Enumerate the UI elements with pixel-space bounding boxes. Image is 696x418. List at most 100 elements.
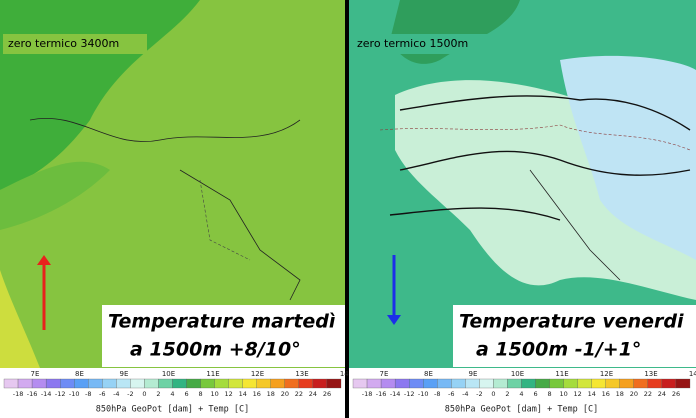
- caption-box: [453, 305, 696, 367]
- colorbar-cell: [326, 378, 342, 389]
- colorbar-tick: 6: [533, 390, 537, 398]
- colorbar-cell: [214, 378, 229, 389]
- colorbar-cell: [380, 378, 396, 389]
- caption: Temperature venerdi: [459, 311, 684, 333]
- colorbar-cell: [661, 378, 677, 389]
- colorbar-cell: [256, 378, 271, 389]
- colorbar-tick: 2: [156, 390, 160, 398]
- longitude-label: 9E: [120, 370, 129, 378]
- colorbar-cell: [465, 378, 480, 389]
- colorbar-cell: [633, 378, 649, 389]
- longitude-label: 14E: [340, 370, 353, 378]
- longitude-label: 8E: [424, 370, 433, 378]
- colorbar-tick: -16: [27, 390, 38, 398]
- colorbar-cell: [144, 378, 159, 389]
- colorbar-tick: 8: [199, 390, 203, 398]
- colorbar-tick: -4: [462, 390, 468, 398]
- panel-label: zero termico 1500m: [357, 37, 468, 50]
- colorbar-tick: 18: [267, 390, 275, 398]
- arrow-head: [37, 255, 51, 265]
- caption: Temperature martedì: [108, 311, 335, 333]
- colorbar-tick: 4: [170, 390, 174, 398]
- colorbar-cell: [270, 378, 285, 389]
- longitude-label: 10E: [511, 370, 524, 378]
- label-box: [352, 34, 496, 54]
- colorbar-cell: [451, 378, 466, 389]
- colorbar-tick: 18: [616, 390, 624, 398]
- colorbar-cell: [158, 378, 173, 389]
- colorbar-cell: [116, 378, 131, 389]
- colorbar-cell: [563, 378, 578, 389]
- longitude-label: 8E: [75, 370, 84, 378]
- colorbar-title: 850hPa GeoPot [dam] + Temp [C]: [96, 405, 250, 415]
- colorbar-cell: [102, 378, 117, 389]
- colorbar-cell: [31, 378, 47, 389]
- colorbar-tick: 4: [519, 390, 523, 398]
- colorbar-cell: [186, 378, 201, 389]
- longitude-label: 9E: [469, 370, 478, 378]
- colorbar-tick: -14: [390, 390, 401, 398]
- colorbar-tick: -10: [418, 390, 429, 398]
- colorbar-tick: 6: [184, 390, 188, 398]
- colorbar-tick: -8: [85, 390, 91, 398]
- longitude-label: 11E: [555, 370, 568, 378]
- colorbar-tick: 12: [574, 390, 582, 398]
- colorbar-tick: -12: [404, 390, 415, 398]
- colorbar-cell: [577, 378, 592, 389]
- colorbar-cell: [88, 378, 103, 389]
- colorbar-cell: [394, 378, 410, 389]
- colorbar-cell: [172, 378, 187, 389]
- colorbar-cell: [3, 378, 19, 389]
- colorbar-cell: [74, 378, 89, 389]
- colorbar-title: 850hPa GeoPot [dam] + Temp [C]: [445, 405, 599, 415]
- longitude-label: 12E: [600, 370, 613, 378]
- colorbar-cell: [312, 378, 328, 389]
- longitude-label: 14E: [689, 370, 696, 378]
- colorbar-tick: 0: [142, 390, 146, 398]
- longitude-label: 13E: [644, 370, 657, 378]
- colorbar-tick: -16: [376, 390, 387, 398]
- colorbar-cell: [45, 378, 61, 389]
- caption: a 1500m +8/10°: [130, 339, 301, 361]
- colorbar-tick: 26: [323, 390, 331, 398]
- colorbar-cell: [298, 378, 314, 389]
- colorbar-cell: [605, 378, 620, 389]
- colorbar-cell: [60, 378, 75, 389]
- arrow-head: [387, 315, 401, 325]
- longitude-label: 7E: [380, 370, 389, 378]
- colorbar-tick: 24: [658, 390, 666, 398]
- colorbar-tick: 2: [505, 390, 509, 398]
- longitude-label: 12E: [251, 370, 264, 378]
- longitude-label: 10E: [162, 370, 175, 378]
- panel-label: zero termico 3400m: [8, 37, 119, 50]
- colorbar-cell: [409, 378, 424, 389]
- colorbar-cell: [200, 378, 215, 389]
- colorbar-tick: 14: [588, 390, 596, 398]
- colorbar-tick: -2: [476, 390, 482, 398]
- colorbar-tick: -14: [41, 390, 52, 398]
- colorbar-tick: 20: [630, 390, 638, 398]
- colorbar-bg: [349, 368, 694, 418]
- longitude-label: 13E: [295, 370, 308, 378]
- colorbar-cell: [17, 378, 33, 389]
- colorbar-cell: [228, 378, 243, 389]
- colorbar-tick: 16: [602, 390, 610, 398]
- colorbar-tick: 12: [225, 390, 233, 398]
- colorbar-tick: -18: [13, 390, 24, 398]
- colorbar-cell: [130, 378, 145, 389]
- colorbar-tick: 22: [295, 390, 303, 398]
- colorbar-tick: -18: [362, 390, 373, 398]
- colorbar-cell: [366, 378, 382, 389]
- colorbar-cell: [423, 378, 438, 389]
- colorbar-tick: 20: [281, 390, 289, 398]
- colorbar-tick: -12: [55, 390, 66, 398]
- colorbar-tick: 26: [672, 390, 680, 398]
- longitude-label: 11E: [206, 370, 219, 378]
- colorbar-tick: -10: [69, 390, 80, 398]
- colorbar-tick: -6: [448, 390, 454, 398]
- colorbar-cell: [493, 378, 508, 389]
- colorbar-cell: [675, 378, 691, 389]
- colorbar-cell: [437, 378, 452, 389]
- caption: a 1500m -1/+1°: [476, 339, 641, 361]
- colorbar-tick: -8: [434, 390, 440, 398]
